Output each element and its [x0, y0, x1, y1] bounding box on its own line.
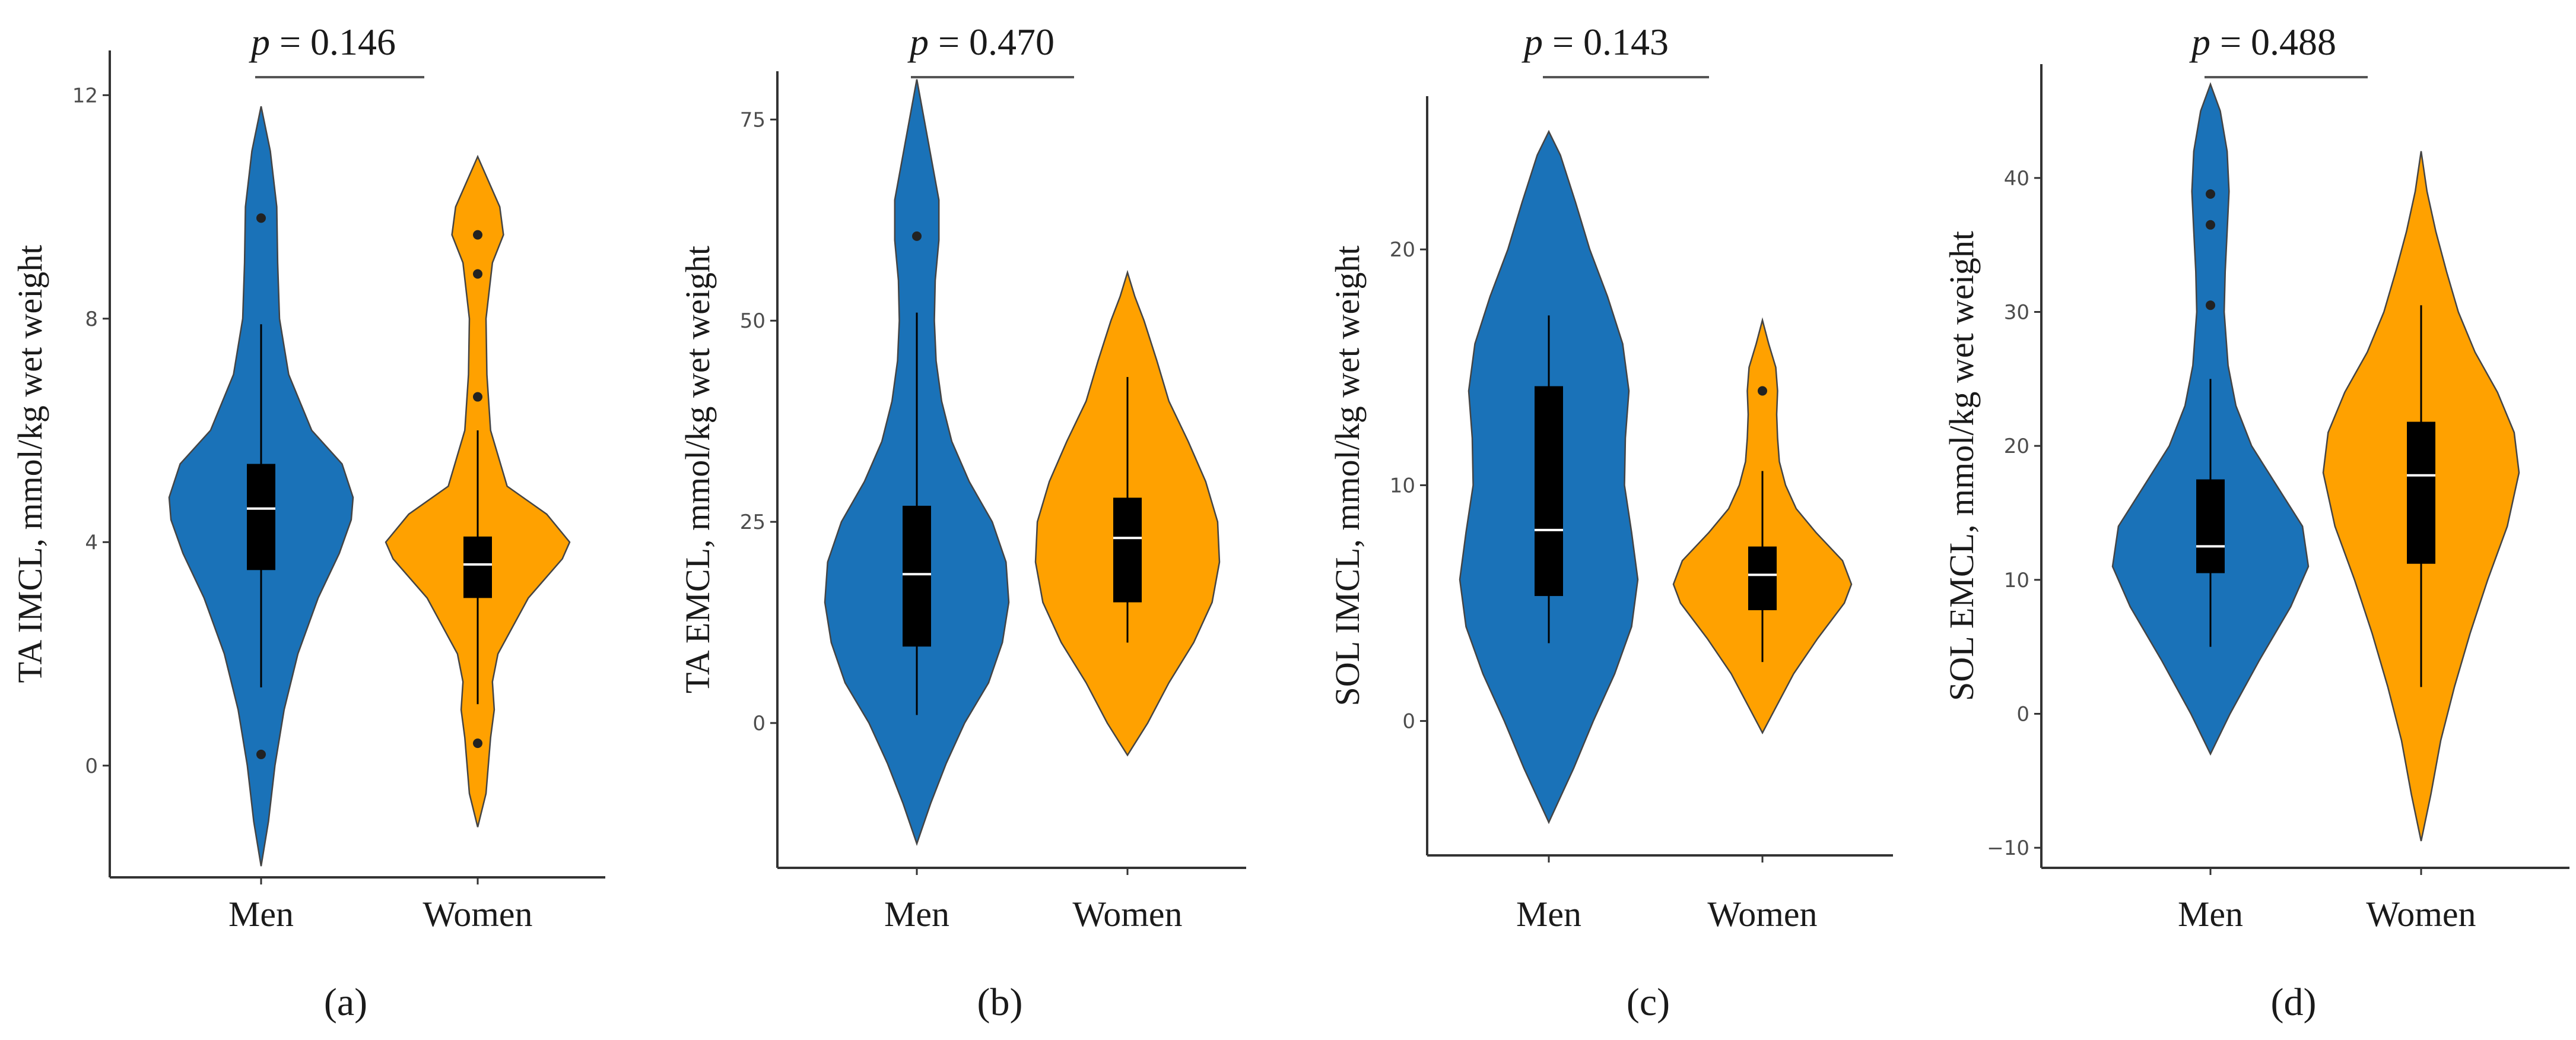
iqr-box — [1748, 546, 1777, 610]
panel-c: 0 10 20 Men Women SOL IMCL, mmol/kg wet weigh… — [1328, 21, 1893, 1024]
violin-women — [2322, 151, 2520, 842]
y-tick-label: 75 — [740, 108, 766, 132]
panel-a: 0 4 8 12 Men Women TA IMCL, mmol/kg wet weight… — [11, 21, 605, 1024]
outlier-point — [473, 230, 482, 240]
x-category-label: Women — [2366, 895, 2476, 934]
iqr-box — [463, 536, 492, 598]
p-value-label: p = 0.470 — [907, 21, 1054, 63]
x-category-label: Women — [423, 895, 532, 934]
iqr-box — [2407, 421, 2435, 564]
y-axis-label: SOL EMCL, mmol/kg wet weight — [1942, 231, 1981, 701]
iqr-box — [1535, 386, 1563, 597]
iqr-box — [1113, 497, 1142, 603]
outlier-point — [473, 392, 482, 402]
x-category-label: Women — [1072, 895, 1182, 934]
violin-men — [2111, 82, 2310, 756]
panel-label: (c) — [1627, 981, 1670, 1024]
y-tick-label: 0 — [2016, 702, 2029, 726]
y-tick-label: 0 — [85, 754, 98, 778]
violin-women — [1672, 317, 1853, 735]
y-axis-label: TA EMCL, mmol/kg wet weight — [678, 246, 717, 693]
outlier-point — [2206, 220, 2215, 230]
outlier-point — [2206, 189, 2215, 199]
y-tick-label: 4 — [85, 531, 98, 554]
violin-women — [385, 154, 571, 827]
y-tick-label: 0 — [1402, 710, 1415, 734]
y-tick-label: 8 — [85, 307, 98, 331]
y-tick-label: 10 — [2004, 569, 2029, 592]
panel-d: −10 0 10 20 30 40 Men Women SOL EMCL, mmol/kg we… — [1942, 21, 2569, 1024]
y-tick-label: −10 — [1987, 836, 2029, 860]
iqr-box — [903, 506, 931, 647]
y-tick-label: 0 — [752, 712, 766, 735]
outlier-point — [473, 738, 482, 749]
y-tick-label: 30 — [2004, 300, 2029, 324]
panel-label: (a) — [324, 981, 367, 1024]
y-tick-label: 50 — [740, 309, 766, 333]
outlier-point — [2206, 300, 2215, 310]
outlier-point — [256, 213, 266, 223]
y-tick-label: 25 — [740, 511, 766, 534]
outlier-point — [256, 749, 266, 759]
y-tick-label: 20 — [1390, 238, 1415, 262]
outlier-point — [912, 231, 922, 241]
y-tick-label: 20 — [2004, 435, 2029, 458]
violin-men — [168, 106, 354, 867]
violin-men — [824, 79, 1010, 846]
panel-b: 0 25 50 75 Men Women TA EMCL, mmol/kg wet weig… — [678, 21, 1246, 1024]
y-tick-label: 12 — [72, 84, 98, 107]
y-axis-label: SOL IMCL, mmol/kg wet weight — [1328, 246, 1367, 706]
p-value-label: p = 0.143 — [1522, 21, 1669, 63]
p-value-label: p = 0.146 — [249, 21, 396, 63]
x-category-label: Men — [2178, 895, 2243, 934]
y-tick-label: 40 — [2004, 167, 2029, 191]
x-category-label: Men — [228, 895, 294, 934]
y-tick-label: 10 — [1390, 474, 1415, 497]
iqr-box — [247, 464, 275, 570]
panel-label: (b) — [977, 981, 1023, 1024]
violin-men — [1459, 129, 1639, 825]
y-axis-label: TA IMCL, mmol/kg wet weight — [11, 245, 49, 683]
panel-label: (d) — [2271, 981, 2317, 1024]
violin-women — [1034, 269, 1221, 757]
outlier-point — [473, 269, 482, 279]
x-category-label: Men — [1516, 895, 1581, 934]
iqr-box — [2196, 479, 2225, 573]
x-category-label: Men — [884, 895, 949, 934]
x-category-label: Women — [1707, 895, 1817, 934]
outlier-point — [1758, 386, 1767, 396]
p-value-label: p = 0.488 — [2189, 21, 2336, 63]
